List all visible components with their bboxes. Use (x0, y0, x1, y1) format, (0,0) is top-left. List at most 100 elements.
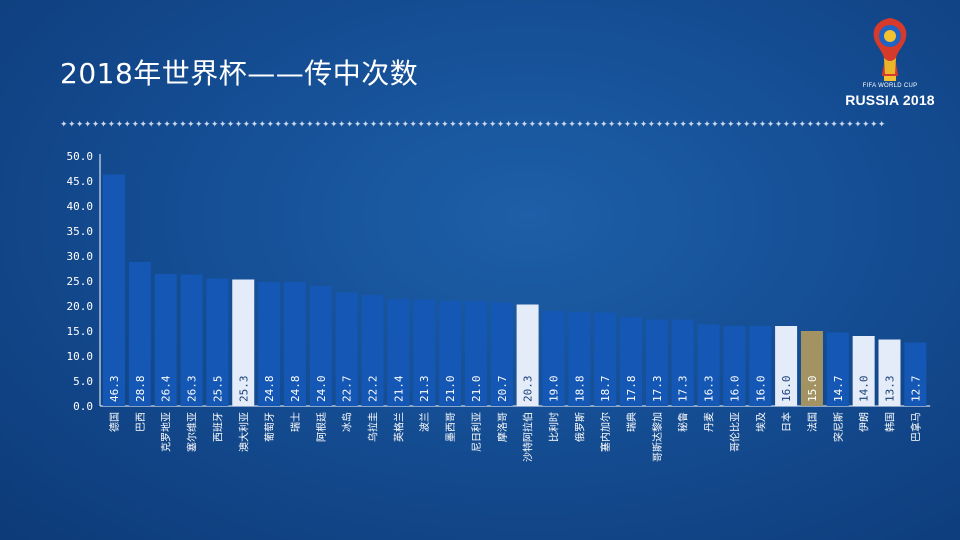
world-cup-trophy-logo (873, 18, 907, 81)
bar (490, 302, 513, 406)
category-label: 墨西哥 (445, 412, 457, 442)
y-tick-label: 0.0 (73, 400, 93, 413)
y-tick-label: 45.0 (67, 175, 94, 188)
category-label: 葡萄牙 (263, 412, 276, 442)
bar (697, 324, 720, 406)
bar (180, 274, 203, 406)
bar-value-label: 16.0 (728, 376, 741, 403)
category-label: 塞尔维亚 (186, 412, 199, 452)
category-label: 阿根廷 (315, 412, 328, 442)
bar-value-label: 21.4 (392, 375, 405, 402)
category-label: 哥伦比亚 (728, 412, 741, 452)
bar-value-label: 12.7 (909, 376, 922, 403)
bar-value-label: 28.8 (134, 376, 147, 403)
bar (826, 332, 849, 406)
bar-value-label: 13.3 (884, 376, 897, 403)
bar-value-label: 46.3 (108, 376, 121, 403)
category-label: 瑞典 (625, 412, 638, 432)
logo-text-fifa: FIFA WORLD CUP (862, 83, 918, 89)
y-tick-label: 10.0 (67, 350, 94, 363)
category-label: 丹麦 (704, 412, 716, 432)
bar-value-label: 20.3 (522, 376, 535, 403)
bar (723, 326, 746, 406)
bar (878, 339, 901, 406)
category-label: 乌拉圭 (367, 412, 380, 442)
category-label: 韩国 (884, 412, 897, 432)
bar (439, 301, 462, 406)
category-label: 尼日利亚 (471, 412, 483, 452)
bar-value-label: 16.3 (703, 376, 716, 403)
bar-value-label: 14.7 (832, 376, 845, 403)
category-label: 哥斯达黎加 (651, 412, 664, 462)
bar (232, 279, 255, 406)
bar-value-label: 24.8 (289, 376, 302, 403)
bar-value-label: 22.7 (341, 376, 354, 403)
category-label: 沙特阿拉伯 (522, 412, 535, 462)
category-label: 德国 (108, 412, 121, 432)
bar (128, 262, 151, 406)
bar (258, 282, 281, 406)
bar (749, 326, 772, 406)
bar-value-label: 15.0 (806, 376, 819, 403)
category-label: 克罗地亚 (160, 412, 173, 452)
bars: 46.3 28.8 26.4 26.3 25.5 25.3 24.8 24.8 24.0 22.7… (103, 174, 927, 406)
dotted-divider: ✦✦✦✦✦✦✦✦✦✦✦✦✦✦✦✦✦✦✦✦✦✦✦✦✦✦✦✦✦✦✦✦✦✦✦✦✦✦✦✦… (60, 120, 886, 130)
bar (309, 286, 332, 406)
bar-value-label: 14.0 (858, 376, 871, 403)
bar-value-label: 17.3 (651, 376, 664, 403)
bar (464, 301, 487, 406)
logo-text-russia: RUSSIA 2018 (845, 92, 935, 108)
bar (283, 282, 306, 406)
category-label: 法国 (806, 412, 819, 432)
bar-value-label: 26.3 (186, 376, 199, 403)
category-label: 日本 (780, 412, 793, 432)
bar-value-label: 21.0 (444, 376, 457, 403)
y-axis: 0.0 5.0 10.0 15.0 20.0 25.0 30.0 35.0 40.0 45.0 50… (67, 150, 931, 413)
bar (516, 304, 539, 406)
bar-value-label: 20.7 (496, 376, 509, 403)
bar (154, 274, 177, 406)
bar (335, 292, 358, 406)
y-tick-label: 5.0 (73, 375, 93, 388)
bar-value-label: 18.8 (573, 376, 586, 403)
bar-value-label: 16.0 (780, 376, 793, 403)
bar (671, 319, 694, 406)
bar-value-label: 26.4 (160, 375, 173, 402)
bar (568, 312, 591, 406)
bar (904, 342, 927, 406)
category-label: 波兰 (418, 412, 431, 432)
bar (542, 311, 565, 406)
category-label: 塞内加尔 (599, 412, 612, 452)
y-tick-label: 25.0 (67, 275, 94, 288)
bar-value-label: 25.3 (237, 376, 250, 403)
y-tick-label: 20.0 (67, 300, 94, 313)
bar (620, 317, 642, 406)
bar (387, 299, 410, 406)
bar (206, 278, 229, 406)
bar-value-label: 24.0 (315, 376, 328, 403)
category-label: 摩洛哥 (496, 412, 509, 442)
category-label: 冰岛 (341, 412, 354, 432)
bar (852, 336, 875, 406)
category-label: 埃及 (754, 412, 767, 432)
bar-value-label: 17.3 (677, 376, 690, 403)
bar-chart: 0.0 5.0 10.0 15.0 20.0 25.0 30.0 35.0 40.0 45.0 50… (67, 150, 931, 462)
bar-value-label: 22.2 (367, 376, 380, 403)
bar (594, 312, 617, 406)
y-tick-label: 35.0 (67, 225, 94, 238)
bar-value-label: 24.8 (263, 376, 276, 403)
category-label: 西班牙 (212, 412, 224, 442)
category-label: 俄罗斯 (573, 412, 586, 442)
bar (775, 326, 798, 406)
page-title: 2018年世界杯——传中次数 (60, 57, 419, 90)
y-tick-label: 50.0 (67, 150, 94, 163)
category-label: 瑞士 (289, 412, 302, 432)
bar (361, 295, 384, 406)
category-label: 秘鲁 (677, 412, 690, 432)
bar-value-label: 16.0 (754, 376, 767, 403)
bar-value-label: 18.7 (599, 376, 612, 403)
category-labels: 德国 巴西 克罗地亚 塞尔维亚 西班牙 澳大利亚 葡萄牙 瑞士 阿根廷 冰岛 乌拉圭 英格兰 波兰 墨西哥… (108, 412, 922, 462)
bar-value-label: 25.5 (211, 376, 224, 403)
category-label: 巴西 (135, 412, 147, 432)
category-label: 突尼斯 (832, 412, 845, 442)
